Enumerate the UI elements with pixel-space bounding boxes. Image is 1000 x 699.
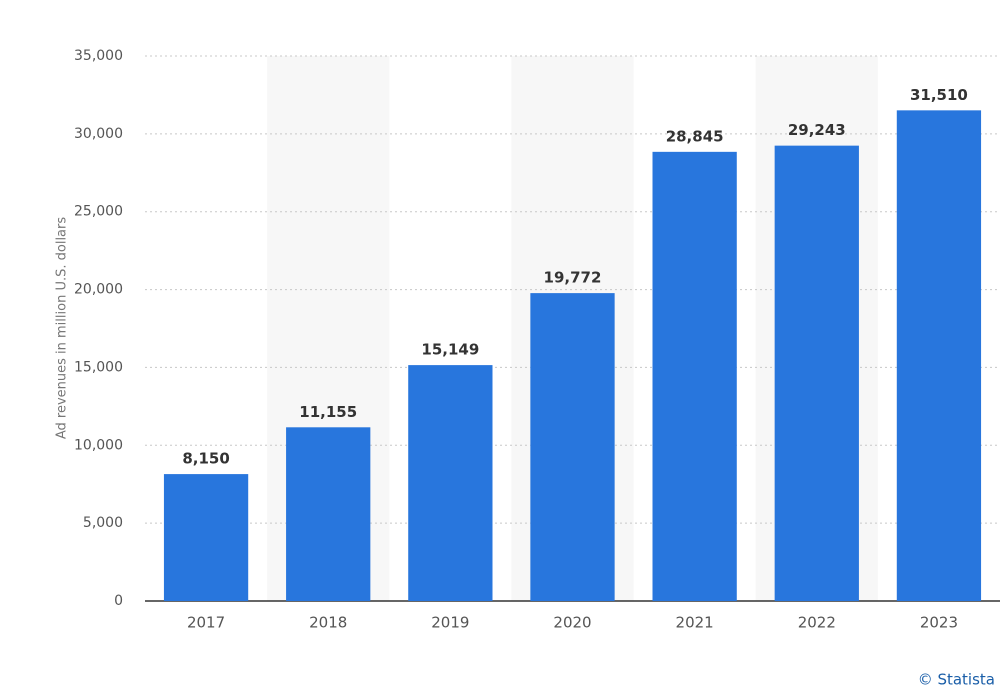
x-tick-label: 2019 — [431, 614, 469, 632]
y-tick-label: 35,000 — [74, 48, 123, 64]
credit[interactable]: © Statista — [918, 671, 995, 689]
x-tick-label: 2020 — [553, 614, 591, 632]
y-axis-title: Ad revenues in million U.S. dollars — [55, 217, 70, 440]
x-tick-label: 2018 — [309, 614, 347, 632]
bar — [163, 474, 249, 601]
value-label: 29,243 — [788, 121, 846, 139]
value-label: 8,150 — [182, 450, 229, 468]
x-tick-label: 2022 — [798, 614, 836, 632]
y-tick-label: 10,000 — [74, 437, 123, 453]
y-tick-label: 20,000 — [74, 282, 123, 298]
bar — [896, 110, 982, 601]
y-tick-label: 15,000 — [74, 359, 123, 375]
x-tick-label: 2023 — [920, 614, 958, 632]
x-tick-label: 2021 — [676, 614, 714, 632]
y-tick-label: 25,000 — [74, 204, 123, 220]
value-label: 19,772 — [544, 269, 602, 287]
bar — [408, 365, 493, 601]
bar — [652, 151, 737, 601]
bar — [530, 293, 615, 601]
value-label: 31,510 — [910, 86, 968, 104]
y-tick-label: 5,000 — [83, 515, 123, 531]
y-tick-label: 0 — [114, 593, 123, 609]
value-label: 15,149 — [421, 341, 479, 359]
value-label: 11,155 — [299, 403, 357, 421]
y-tick-label: 30,000 — [74, 126, 123, 142]
bar — [774, 145, 859, 601]
x-tick-label: 2017 — [187, 614, 225, 632]
bar — [286, 427, 371, 601]
value-label: 28,845 — [666, 127, 724, 145]
